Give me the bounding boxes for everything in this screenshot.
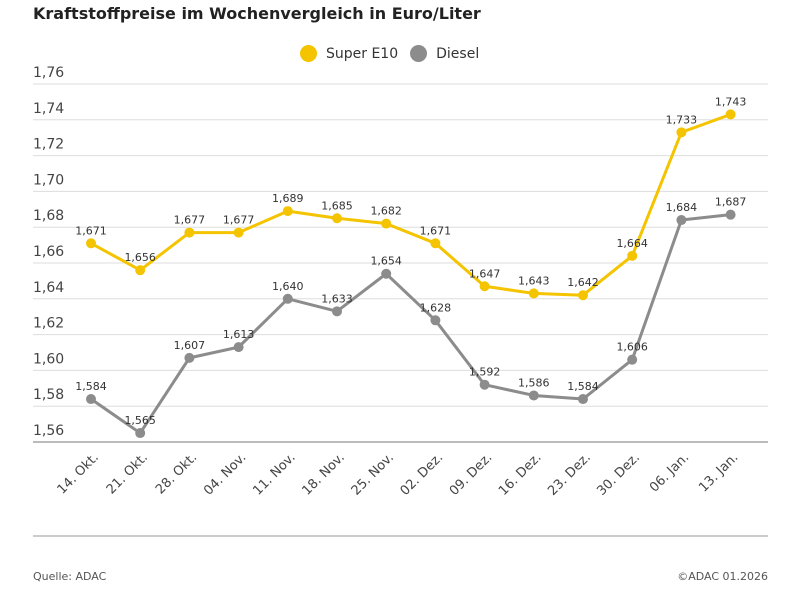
data-point xyxy=(233,227,244,238)
y-tick-label: 1,56 xyxy=(33,423,64,439)
data-label: 1,642 xyxy=(567,276,599,289)
y-tick-label: 1,60 xyxy=(33,351,64,367)
data-label: 1,684 xyxy=(666,201,698,214)
x-tick-label: 23. Dez. xyxy=(545,450,594,499)
source-note: Quelle: ADAC xyxy=(33,570,107,583)
data-label: 1,677 xyxy=(223,214,255,227)
data-point xyxy=(86,238,96,249)
series-line-diesel xyxy=(90,213,731,435)
legend-label-diesel: Diesel xyxy=(436,45,480,62)
data-point xyxy=(282,293,293,304)
data-label: 1,647 xyxy=(469,267,501,280)
x-tick-label: 13. Jan. xyxy=(696,450,741,495)
x-tick-label: 16. Dez. xyxy=(496,450,545,499)
series-line-super-e10 xyxy=(90,113,732,297)
data-label: 1,685 xyxy=(321,199,353,212)
data-point xyxy=(430,315,441,326)
y-tick-label: 1,58 xyxy=(33,387,64,403)
x-tick-label: 21. Okt. xyxy=(104,450,151,497)
data-label: 1,687 xyxy=(715,196,747,209)
data-point xyxy=(479,281,490,292)
data-point xyxy=(627,354,638,365)
data-label: 1,677 xyxy=(174,214,206,227)
x-tick-label: 04. Nov. xyxy=(201,450,249,498)
data-point xyxy=(233,342,244,353)
y-tick-label: 1,64 xyxy=(33,280,64,296)
data-label: 1,643 xyxy=(518,274,550,287)
data-label: 1,682 xyxy=(370,205,402,218)
x-tick-label: 30. Dez. xyxy=(594,450,643,499)
data-point xyxy=(135,265,146,276)
data-label: 1,584 xyxy=(75,380,107,393)
data-point xyxy=(627,250,638,261)
data-point xyxy=(479,379,490,390)
y-tick-label: 1,66 xyxy=(33,244,64,260)
y-tick-label: 1,68 xyxy=(33,208,64,224)
y-tick-label: 1,70 xyxy=(33,172,64,188)
data-label: 1,656 xyxy=(124,251,156,264)
data-point xyxy=(332,306,342,317)
data-point xyxy=(676,215,687,226)
data-point xyxy=(184,227,195,238)
copyright-note: ©ADAC 01.2026 xyxy=(677,570,768,583)
data-point xyxy=(725,209,736,220)
data-point xyxy=(578,394,588,405)
data-point xyxy=(332,213,342,224)
data-label: 1,733 xyxy=(666,113,698,126)
data-point xyxy=(381,218,392,229)
data-label: 1,671 xyxy=(420,224,452,237)
data-label: 1,689 xyxy=(272,192,304,205)
data-label: 1,607 xyxy=(174,339,206,352)
legend: Super E10 Diesel xyxy=(300,45,491,62)
data-label: 1,628 xyxy=(420,301,452,314)
data-label: 1,586 xyxy=(518,376,550,389)
data-label: 1,633 xyxy=(321,292,353,305)
footer-divider xyxy=(33,535,768,537)
data-point xyxy=(381,268,392,279)
data-label: 1,584 xyxy=(567,380,599,393)
y-tick-label: 1,62 xyxy=(33,316,64,332)
data-label: 1,671 xyxy=(75,224,107,237)
y-tick-label: 1,72 xyxy=(33,137,64,153)
data-point xyxy=(86,394,96,405)
data-label: 1,565 xyxy=(124,414,156,427)
x-tick-label: 09. Dez. xyxy=(447,450,496,499)
data-label: 1,592 xyxy=(469,366,501,379)
data-label: 1,654 xyxy=(370,255,402,268)
data-point xyxy=(528,288,539,299)
legend-label-super-e10: Super E10 xyxy=(326,45,399,62)
x-tick-label: 25. Nov. xyxy=(349,450,397,498)
legend-item-super-e10: Super E10 xyxy=(300,45,398,62)
data-label: 1,613 xyxy=(223,328,255,341)
data-point xyxy=(282,206,293,217)
y-tick-label: 1,74 xyxy=(33,101,64,117)
data-point xyxy=(578,290,588,301)
data-point xyxy=(528,390,539,401)
data-point xyxy=(184,352,195,363)
x-tick-label: 28. Okt. xyxy=(153,450,200,497)
x-tick-label: 06. Jan. xyxy=(647,450,692,495)
data-label: 1,640 xyxy=(272,280,304,293)
data-label: 1,664 xyxy=(616,237,648,250)
data-point xyxy=(676,127,687,138)
legend-swatch-diesel xyxy=(410,45,428,62)
data-point xyxy=(430,238,441,249)
x-tick-label: 18. Nov. xyxy=(300,450,348,498)
x-tick-label: 14. Okt. xyxy=(55,450,102,497)
legend-swatch-super-e10 xyxy=(300,45,317,62)
x-tick-label: 11. Nov. xyxy=(250,450,298,498)
chart-title: Kraftstoffpreise im Wochenvergleich in E… xyxy=(33,4,481,23)
legend-item-diesel: Diesel xyxy=(410,45,479,62)
data-point xyxy=(725,109,736,120)
data-label: 1,606 xyxy=(616,341,648,354)
x-tick-label: 02. Dez. xyxy=(398,450,447,499)
y-tick-label: 1,76 xyxy=(33,65,64,81)
data-label: 1,743 xyxy=(715,95,747,108)
data-point xyxy=(135,428,146,439)
